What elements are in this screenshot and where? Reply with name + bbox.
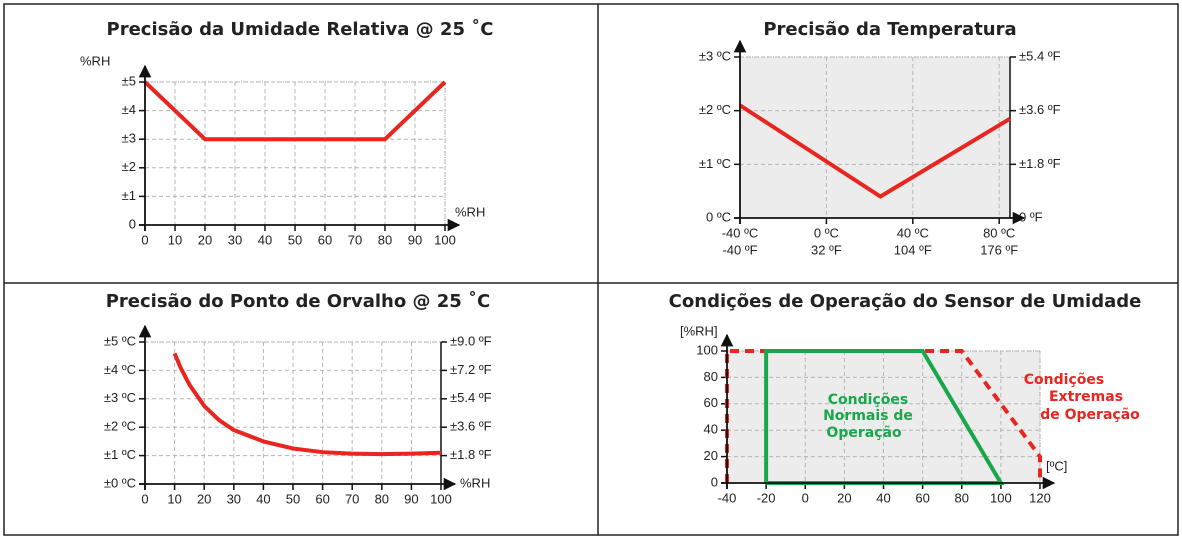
chart-title: Precisão da Umidade Relativa @ 25 ˚C	[107, 18, 494, 40]
x-tick-label: 0	[141, 232, 148, 247]
y-tick-label: 40	[704, 422, 718, 437]
x-axis-label: %RH	[455, 204, 485, 219]
y2-tick-label: ±1.8 ºF	[1019, 156, 1061, 171]
y-tick-label: ±3 ºC	[104, 390, 136, 405]
y-tick-label: ±4	[122, 102, 136, 117]
series-line	[725, 349, 1042, 483]
annotation: Condições	[1024, 372, 1104, 388]
x-tick-label: 40 ºC	[897, 225, 929, 240]
y-axis-label: [%RH]	[680, 323, 718, 338]
y2-tick-label: ±5.4 ºF	[450, 390, 492, 405]
x-tick-label: 80	[375, 491, 389, 506]
y-tick-label: 100	[696, 342, 718, 357]
y-tick-label: 60	[704, 395, 718, 410]
x-tick-sublabel: 104 ºF	[894, 242, 932, 257]
y-tick-label: 0	[711, 474, 718, 489]
annotation: Condições	[828, 392, 908, 408]
y-tick-label: ±2	[122, 159, 136, 174]
annotation: Operação	[826, 425, 902, 441]
x-tick-label: 50	[286, 491, 300, 506]
y-tick-label: 0	[129, 216, 136, 231]
x-tick-label: 0	[802, 490, 809, 505]
y-tick-label: 20	[704, 448, 718, 463]
x-tick-label: -40	[718, 490, 737, 505]
x-axis-label: [ºC]	[1046, 458, 1067, 473]
x-tick-label: -40 ºC	[722, 225, 759, 240]
y-tick-label: ±3	[122, 131, 136, 146]
series-line	[738, 103, 1012, 199]
x-tick-sublabel: -40 ºF	[722, 242, 757, 257]
series-line	[143, 80, 447, 142]
x-tick-label: 40	[256, 491, 270, 506]
x-tick-label: 30	[227, 491, 241, 506]
x-tick-label: 20	[837, 490, 851, 505]
x-tick-label: 60	[915, 490, 929, 505]
x-tick-label: 100	[430, 491, 452, 506]
y2-tick-label: 0 ºF	[1019, 209, 1043, 224]
y-tick-label: ±5	[122, 73, 136, 88]
x-tick-label: 60	[315, 491, 329, 506]
chart-title: Precisão do Ponto de Orvalho @ 25 ˚C	[106, 290, 491, 312]
y-tick-label: 80	[704, 369, 718, 384]
series-line	[172, 352, 442, 457]
x-axis-label: %RH	[460, 475, 490, 490]
x-tick-label: 10	[168, 232, 182, 247]
annotation: Extremas	[1049, 389, 1123, 405]
x-tick-label: 20	[198, 232, 212, 247]
chart-title: Condições de Operação do Sensor de Umida…	[669, 291, 1142, 312]
x-tick-label: 90	[408, 232, 422, 247]
y2-tick-label: ±9.0 ºF	[450, 333, 492, 348]
annotation: Normais de	[823, 408, 913, 424]
y2-tick-label: ±3.6 ºF	[450, 419, 492, 434]
y-axis-label: %RH	[80, 53, 110, 68]
y2-tick-label: ±7.2 ºF	[450, 362, 492, 377]
y-tick-label: ±0 ºC	[104, 475, 136, 490]
x-tick-label: 0	[141, 491, 148, 506]
x-tick-label: 20	[197, 491, 211, 506]
y2-tick-label: ±3.6 ºF	[1019, 102, 1061, 117]
x-tick-sublabel: 32 ºF	[811, 242, 842, 257]
y-tick-label: ±1 ºC	[104, 447, 136, 462]
y-tick-label: ±2 ºC	[699, 102, 731, 117]
x-tick-label: 40	[258, 232, 272, 247]
x-tick-label: 50	[288, 232, 302, 247]
y-tick-label: 0 ºC	[706, 209, 731, 224]
y-tick-label: ±5 ºC	[104, 333, 136, 348]
x-tick-label: 40	[876, 490, 890, 505]
x-tick-label: 0 ºC	[814, 225, 839, 240]
y-tick-label: ±1 ºC	[699, 156, 731, 171]
x-tick-label: 100	[990, 490, 1012, 505]
y-tick-label: ±4 ºC	[104, 362, 136, 377]
x-tick-label: 100	[434, 232, 456, 247]
annotation: de Operação	[1040, 407, 1140, 423]
x-tick-label: 80	[378, 232, 392, 247]
x-tick-label: 60	[318, 232, 332, 247]
y2-tick-label: ±5.4 ºF	[1019, 48, 1061, 63]
y2-tick-label: ±1.8 ºF	[450, 447, 492, 462]
x-tick-label: 90	[404, 491, 418, 506]
x-tick-sublabel: 176 ºF	[980, 242, 1018, 257]
x-tick-label: 70	[345, 491, 359, 506]
frame	[3, 3, 1179, 536]
x-tick-label: 70	[348, 232, 362, 247]
y-tick-label: ±3 ºC	[699, 48, 731, 63]
y-tick-label: ±2 ºC	[104, 419, 136, 434]
chart-title: Precisão da Temperatura	[763, 19, 1016, 40]
x-tick-label: 80 ºC	[983, 225, 1015, 240]
x-tick-label: 30	[228, 232, 242, 247]
x-tick-label: 120	[1029, 490, 1051, 505]
y-tick-label: ±1	[122, 188, 136, 203]
x-tick-label: 10	[167, 491, 181, 506]
x-tick-label: -20	[757, 490, 776, 505]
x-tick-label: 80	[955, 490, 969, 505]
